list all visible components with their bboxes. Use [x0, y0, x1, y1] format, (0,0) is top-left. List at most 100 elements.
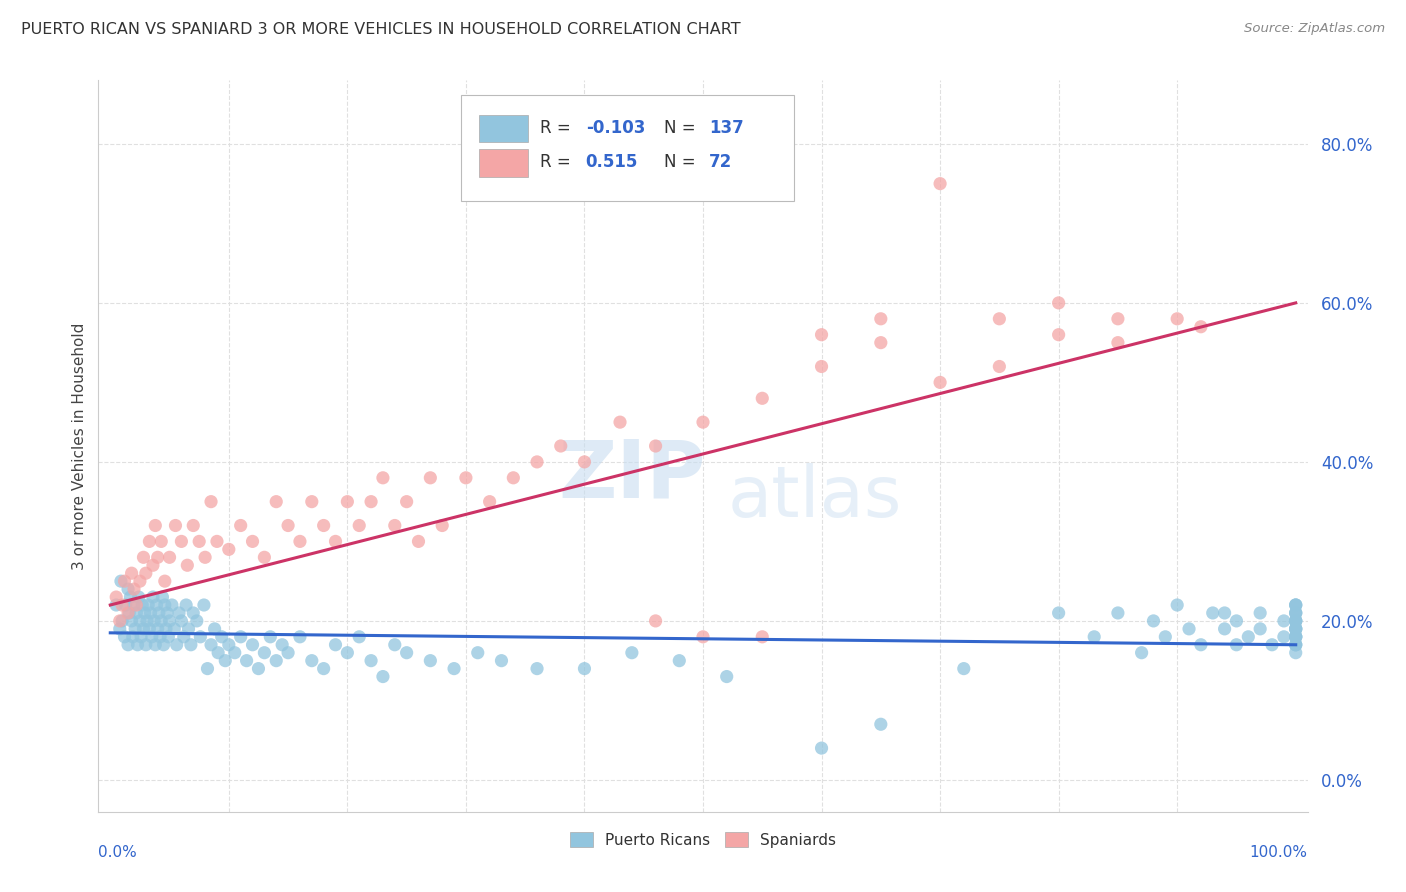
- Point: [188, 534, 211, 549]
- Point: [288, 630, 311, 644]
- Point: [929, 376, 952, 390]
- Point: [181, 606, 204, 620]
- Point: [193, 598, 215, 612]
- Point: [1213, 606, 1236, 620]
- Point: [288, 534, 311, 549]
- Point: [1107, 311, 1129, 326]
- Point: [301, 654, 323, 668]
- Point: [609, 415, 631, 429]
- Point: [253, 646, 276, 660]
- Point: [143, 638, 166, 652]
- Point: [152, 638, 174, 652]
- Point: [810, 327, 832, 342]
- Point: [692, 630, 714, 644]
- Point: [138, 622, 160, 636]
- Point: [229, 518, 252, 533]
- Point: [108, 614, 131, 628]
- Point: [160, 598, 183, 612]
- Text: PUERTO RICAN VS SPANIARD 3 OR MORE VEHICLES IN HOUSEHOLD CORRELATION CHART: PUERTO RICAN VS SPANIARD 3 OR MORE VEHIC…: [21, 22, 741, 37]
- Point: [253, 550, 276, 565]
- Point: [129, 614, 152, 628]
- Point: [325, 638, 347, 652]
- Point: [751, 392, 773, 406]
- Point: [1189, 319, 1212, 334]
- Point: [180, 638, 202, 652]
- Point: [1285, 630, 1308, 644]
- Point: [163, 622, 186, 636]
- Point: [153, 598, 176, 612]
- Point: [751, 630, 773, 644]
- Point: [1225, 638, 1247, 652]
- Point: [124, 622, 146, 636]
- Point: [136, 598, 159, 612]
- Point: [129, 630, 152, 644]
- Text: N =: N =: [664, 119, 702, 136]
- Point: [1107, 335, 1129, 350]
- Point: [371, 471, 394, 485]
- Point: [114, 598, 136, 612]
- Point: [105, 598, 128, 612]
- Point: [194, 550, 217, 565]
- Point: [111, 598, 134, 612]
- Point: [134, 606, 156, 620]
- Point: [142, 590, 165, 604]
- Point: [264, 494, 287, 508]
- Point: [200, 494, 222, 508]
- Point: [121, 566, 143, 581]
- Point: [360, 654, 382, 668]
- Point: [145, 598, 167, 612]
- Point: [1285, 622, 1308, 636]
- Point: [121, 630, 143, 644]
- Point: [277, 646, 299, 660]
- Point: [122, 598, 145, 612]
- Point: [1285, 614, 1308, 628]
- Point: [1285, 646, 1308, 660]
- Point: [224, 646, 246, 660]
- Point: [312, 518, 335, 533]
- Point: [242, 638, 264, 652]
- Point: [139, 606, 162, 620]
- Point: [211, 630, 233, 644]
- Point: [1285, 606, 1308, 620]
- Point: [114, 630, 136, 644]
- Point: [1285, 614, 1308, 628]
- Point: [1154, 630, 1177, 644]
- Point: [1189, 638, 1212, 652]
- Point: [105, 590, 128, 604]
- Point: [395, 646, 418, 660]
- Point: [149, 630, 172, 644]
- Point: [1249, 622, 1271, 636]
- Point: [1285, 622, 1308, 636]
- Point: [150, 534, 173, 549]
- Point: [419, 654, 441, 668]
- Point: [312, 662, 335, 676]
- Point: [159, 550, 181, 565]
- Point: [135, 638, 157, 652]
- Point: [347, 630, 370, 644]
- Point: [264, 654, 287, 668]
- Point: [166, 638, 188, 652]
- Point: [1272, 614, 1295, 628]
- FancyBboxPatch shape: [479, 115, 527, 143]
- Point: [131, 598, 153, 612]
- Point: [247, 662, 270, 676]
- Point: [1285, 614, 1308, 628]
- Point: [197, 662, 219, 676]
- Text: 137: 137: [709, 119, 744, 136]
- Point: [716, 669, 738, 683]
- Point: [177, 622, 200, 636]
- Point: [1272, 630, 1295, 644]
- Point: [242, 534, 264, 549]
- Point: [111, 614, 134, 628]
- Text: N =: N =: [664, 153, 702, 171]
- Point: [146, 622, 169, 636]
- Text: -0.103: -0.103: [586, 119, 645, 136]
- Point: [165, 518, 187, 533]
- Point: [207, 646, 229, 660]
- Point: [443, 662, 465, 676]
- Point: [692, 415, 714, 429]
- Point: [347, 518, 370, 533]
- Point: [336, 646, 359, 660]
- Point: [159, 614, 181, 628]
- Point: [259, 630, 281, 644]
